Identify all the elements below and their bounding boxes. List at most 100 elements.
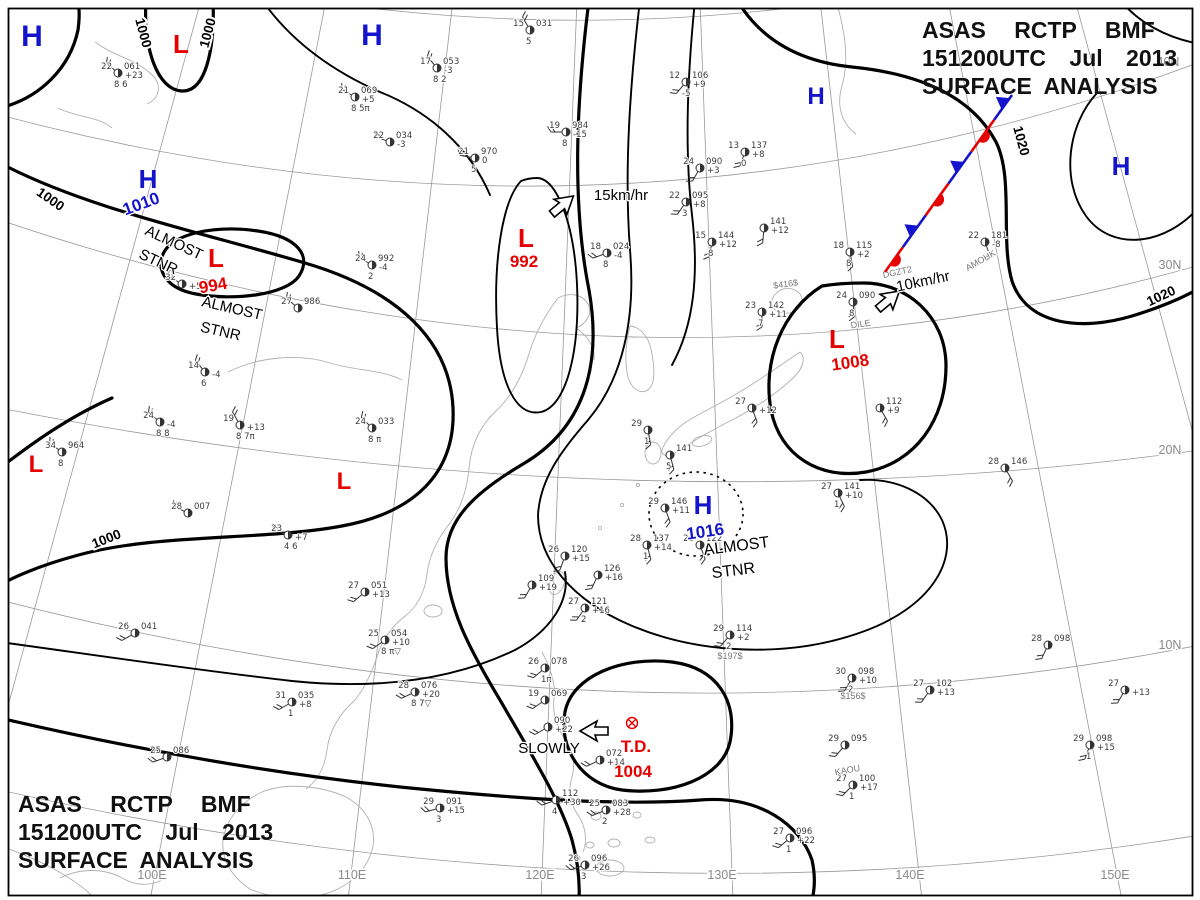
station-plot: 27 102+13 [912, 678, 956, 703]
station-weather: 1 [643, 552, 648, 562]
station-pressure: 146 [1011, 457, 1027, 467]
station-tendency: +26 [592, 863, 610, 873]
station-weather: 3 [682, 209, 687, 219]
td-pressure-value: 1004 [614, 762, 652, 781]
station-pressure: 098 [1054, 634, 1070, 644]
station-tendency: +7 [295, 533, 308, 543]
station-weather: 2 [726, 642, 731, 652]
station-tendency: +2 [857, 250, 870, 260]
station-temp: 27 [735, 397, 746, 407]
station-weather: 8 2 [433, 75, 447, 85]
high-center-letter: H [1112, 151, 1131, 181]
low-center-letter: L [337, 468, 352, 495]
latitude-label: 40N [1157, 55, 1180, 69]
station-temp: 22 [669, 191, 680, 201]
station-pressure: 137 [751, 141, 767, 151]
station-tendency: +8 [752, 150, 765, 160]
station-weather: 1 [1086, 752, 1091, 762]
station-plot: 27 986 [280, 291, 321, 313]
station-temp: 15 [695, 231, 706, 241]
high-center-letter: H [807, 83, 824, 110]
high-center-letter: H [139, 164, 158, 194]
station-pressure: 090 [554, 716, 570, 726]
station-tendency: +8 [693, 200, 706, 210]
station-plot: 27 141+10 1 [820, 481, 864, 513]
station-tendency: 0 [482, 156, 487, 166]
station-temp: 26 [528, 657, 539, 667]
station-weather: 8 7π [236, 432, 255, 442]
map-symbols-layer: 1000 1000100010001020102040N30N20N10N100E… [21, 10, 1183, 884]
station-plot: 28 098 [1030, 633, 1071, 660]
station-tendency: +10 [845, 491, 863, 501]
station-temp: 27 [348, 581, 359, 591]
station-plot: 22 095+8 3 [668, 190, 709, 220]
station-plot: 29 091+15 3 [420, 796, 466, 826]
station-weather: 6 [201, 379, 206, 389]
station-plot: 26 041 [115, 621, 158, 641]
station-pressure: 007 [194, 502, 210, 512]
station-tendency: +12 [719, 240, 737, 250]
station-plot: 28 137+14 1 [629, 533, 673, 565]
station-plot: 19 984-15 8 [547, 120, 589, 150]
station-temp: 28 [1031, 634, 1042, 644]
station-plot: 32 +5 [164, 269, 203, 293]
station-plot: 112+9 [875, 396, 903, 428]
station-tendency: +3 [707, 166, 720, 176]
station-pressure: 141 [844, 482, 860, 492]
warm-front-semicircle-icon [889, 253, 901, 267]
station-weather: 8 8 [156, 429, 170, 439]
station-tendency: +10 [859, 676, 877, 686]
station-id: DILE [850, 318, 871, 331]
station-temp: 17 [420, 57, 431, 67]
station-tendency: +11 [672, 506, 690, 516]
station-pressure: 041 [141, 622, 157, 632]
station-temp: 29 [713, 624, 724, 634]
station-weather: 8 π▽ [381, 647, 401, 657]
station-weather: 5 [666, 462, 671, 472]
station-plot: 22 061+238 6 [100, 56, 144, 91]
low-center-letter: L [29, 451, 44, 478]
station-plot: 090+22 [528, 715, 574, 736]
coastlines [9, 9, 857, 895]
station-temp: 14 [188, 361, 199, 371]
station-pressure: 096 [796, 827, 812, 837]
station-pressure: 986 [304, 297, 320, 307]
longitude-label: 150E [1100, 868, 1129, 882]
cold-front-triangle-icon [904, 224, 919, 237]
station-plot: 27 121+16 2 [567, 596, 611, 626]
station-plot: 29 114+2 2 [712, 623, 753, 653]
station-temp: 22 [373, 131, 384, 141]
station-weather: 1π [541, 675, 552, 685]
station-plot: 15 144+12 8 [694, 230, 738, 260]
station-temp: 19 [223, 414, 234, 424]
station-tendency: +8 [299, 700, 312, 710]
station-id: KAOU [834, 763, 861, 777]
station-tendency: -4 [167, 420, 175, 430]
station-plot: 13 137+8 0 [727, 140, 768, 170]
station-plot: 24 090 8 [835, 290, 876, 322]
station-tendency: -3 [444, 66, 452, 76]
longitude-label: 120E [525, 868, 554, 882]
station-temp: 25 [589, 799, 600, 809]
warm-front-semicircle-icon [978, 130, 990, 143]
station-pressure: 122 [706, 534, 722, 544]
station-plot: 24 033 8 π [354, 410, 395, 446]
station-plot: 18 024-4 8 [587, 241, 630, 271]
station-plot: 141 5 [665, 443, 693, 475]
station-tendency: +17 [860, 783, 878, 793]
station-pressure: 098 [858, 667, 874, 677]
station-pressure: 109 [538, 574, 554, 584]
station-id: $416$ [772, 277, 798, 290]
station-id: $156$ [840, 691, 865, 701]
isobar-value-label: 1000 [34, 185, 67, 215]
station-plot: 27 096+22 1 [772, 826, 816, 856]
station-temp: 27 [1108, 679, 1119, 689]
station-tendency: -15 [573, 130, 587, 140]
station-pressure: 992 [378, 254, 394, 264]
high-center-letter: H [361, 19, 383, 52]
station-pressure: 053 [443, 57, 459, 67]
station-temp: 28 [171, 502, 182, 512]
